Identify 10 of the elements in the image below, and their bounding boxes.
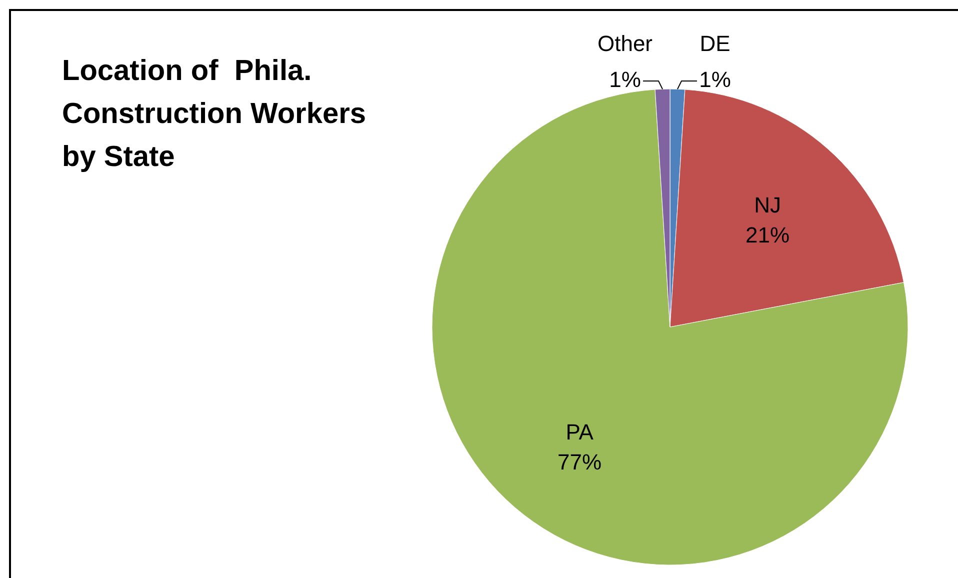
data-label: 77% (558, 450, 602, 475)
slice-label: PA (566, 420, 594, 445)
slice-label: NJ (754, 192, 782, 218)
text: Location of Phila. Construction Workers by State (62, 55, 366, 173)
data-label: 1% (699, 67, 731, 92)
pie-slice (432, 89, 908, 566)
data-label: 1% (609, 67, 641, 92)
data-label: 21% (746, 222, 790, 248)
slice-label: DE (700, 31, 730, 56)
slice-label: Other (597, 31, 653, 56)
